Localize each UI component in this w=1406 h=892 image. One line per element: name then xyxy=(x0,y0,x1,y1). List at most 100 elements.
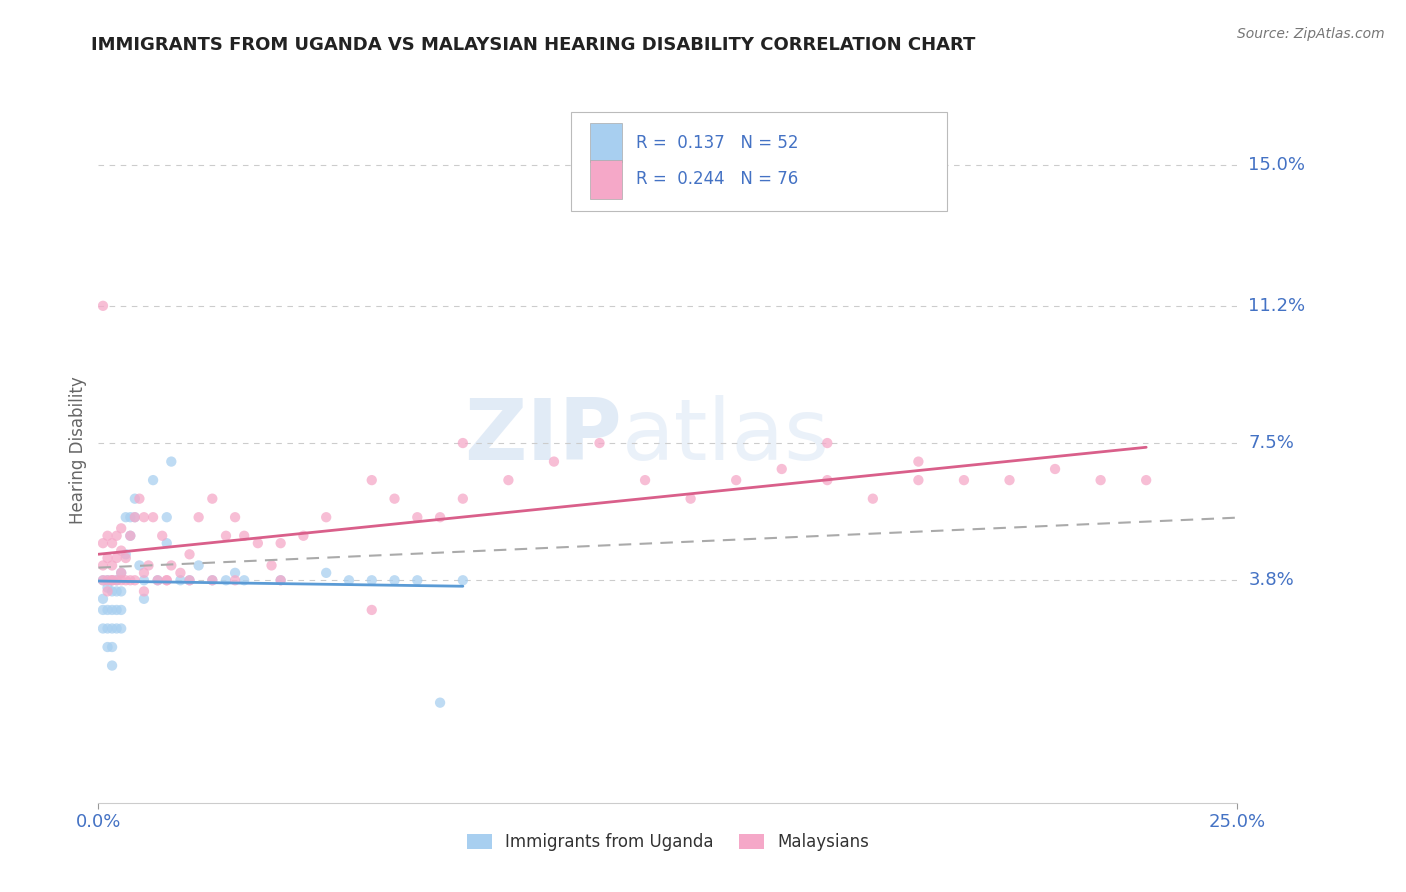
Point xyxy=(360,574,382,588)
Point xyxy=(96,584,118,599)
Text: 7.5%: 7.5% xyxy=(1249,434,1295,452)
Text: 15.0%: 15.0% xyxy=(1249,156,1305,174)
Text: ZIP: ZIP xyxy=(464,395,623,478)
Point xyxy=(132,566,155,580)
Point xyxy=(215,529,238,543)
Point xyxy=(101,603,124,617)
Point xyxy=(101,658,124,673)
Point xyxy=(201,491,224,506)
Text: atlas: atlas xyxy=(623,395,831,478)
Point xyxy=(224,574,246,588)
Point xyxy=(337,574,360,588)
Point xyxy=(998,473,1021,487)
Point xyxy=(101,536,124,550)
Point xyxy=(110,574,132,588)
Point xyxy=(260,558,283,573)
Point xyxy=(1043,462,1066,476)
Point xyxy=(114,574,136,588)
Point xyxy=(91,558,114,573)
Point xyxy=(156,510,179,524)
Point xyxy=(953,473,976,487)
Point xyxy=(770,462,793,476)
Point xyxy=(224,566,246,580)
Point xyxy=(110,584,132,599)
Point xyxy=(101,640,124,654)
Point xyxy=(105,574,128,588)
Text: R =  0.244   N = 76: R = 0.244 N = 76 xyxy=(636,170,799,188)
Point xyxy=(201,574,224,588)
Point xyxy=(150,529,173,543)
Point xyxy=(101,574,124,588)
Point xyxy=(120,510,142,524)
FancyBboxPatch shape xyxy=(591,123,623,161)
Point xyxy=(679,491,702,506)
Point xyxy=(124,574,146,588)
Point xyxy=(169,566,191,580)
Point xyxy=(384,491,406,506)
Point xyxy=(101,574,124,588)
Point xyxy=(101,558,124,573)
Text: 11.2%: 11.2% xyxy=(1249,297,1306,315)
Point xyxy=(543,454,565,468)
Point xyxy=(1135,473,1157,487)
Point xyxy=(907,454,929,468)
Point xyxy=(156,574,179,588)
Point xyxy=(96,574,118,588)
Point xyxy=(110,622,132,636)
Point xyxy=(124,510,146,524)
Point xyxy=(429,696,451,710)
Point xyxy=(101,584,124,599)
Point xyxy=(224,510,246,524)
Point xyxy=(233,529,256,543)
Point xyxy=(315,510,337,524)
Point xyxy=(246,536,269,550)
Point xyxy=(105,603,128,617)
Point xyxy=(138,558,160,573)
Point xyxy=(124,491,146,506)
Point xyxy=(907,473,929,487)
Point xyxy=(91,591,114,606)
Point xyxy=(156,574,179,588)
Point xyxy=(451,574,474,588)
Point xyxy=(101,574,124,588)
Point xyxy=(96,529,118,543)
FancyBboxPatch shape xyxy=(571,112,946,211)
Point xyxy=(634,473,657,487)
Point xyxy=(101,622,124,636)
Point xyxy=(451,491,474,506)
Point xyxy=(120,574,142,588)
Point xyxy=(146,574,169,588)
Point xyxy=(146,574,169,588)
Point xyxy=(91,574,114,588)
Point xyxy=(406,510,429,524)
Point xyxy=(179,574,201,588)
Point xyxy=(91,574,114,588)
Point xyxy=(132,584,155,599)
Point xyxy=(105,622,128,636)
Point xyxy=(96,574,118,588)
Point xyxy=(128,558,150,573)
Point xyxy=(110,521,132,535)
Point xyxy=(96,603,118,617)
Point xyxy=(114,510,136,524)
Point xyxy=(187,558,209,573)
FancyBboxPatch shape xyxy=(591,160,623,199)
Point xyxy=(114,551,136,566)
Point xyxy=(124,510,146,524)
Point xyxy=(120,529,142,543)
Point xyxy=(105,574,128,588)
Point xyxy=(725,473,748,487)
Point xyxy=(96,551,118,566)
Point xyxy=(360,473,382,487)
Point xyxy=(169,574,191,588)
Point xyxy=(142,473,165,487)
Point xyxy=(406,574,429,588)
Point xyxy=(96,640,118,654)
Point xyxy=(110,566,132,580)
Point xyxy=(120,529,142,543)
Point xyxy=(815,436,838,450)
Point xyxy=(91,622,114,636)
Point xyxy=(429,510,451,524)
Point xyxy=(384,574,406,588)
Point xyxy=(179,574,201,588)
